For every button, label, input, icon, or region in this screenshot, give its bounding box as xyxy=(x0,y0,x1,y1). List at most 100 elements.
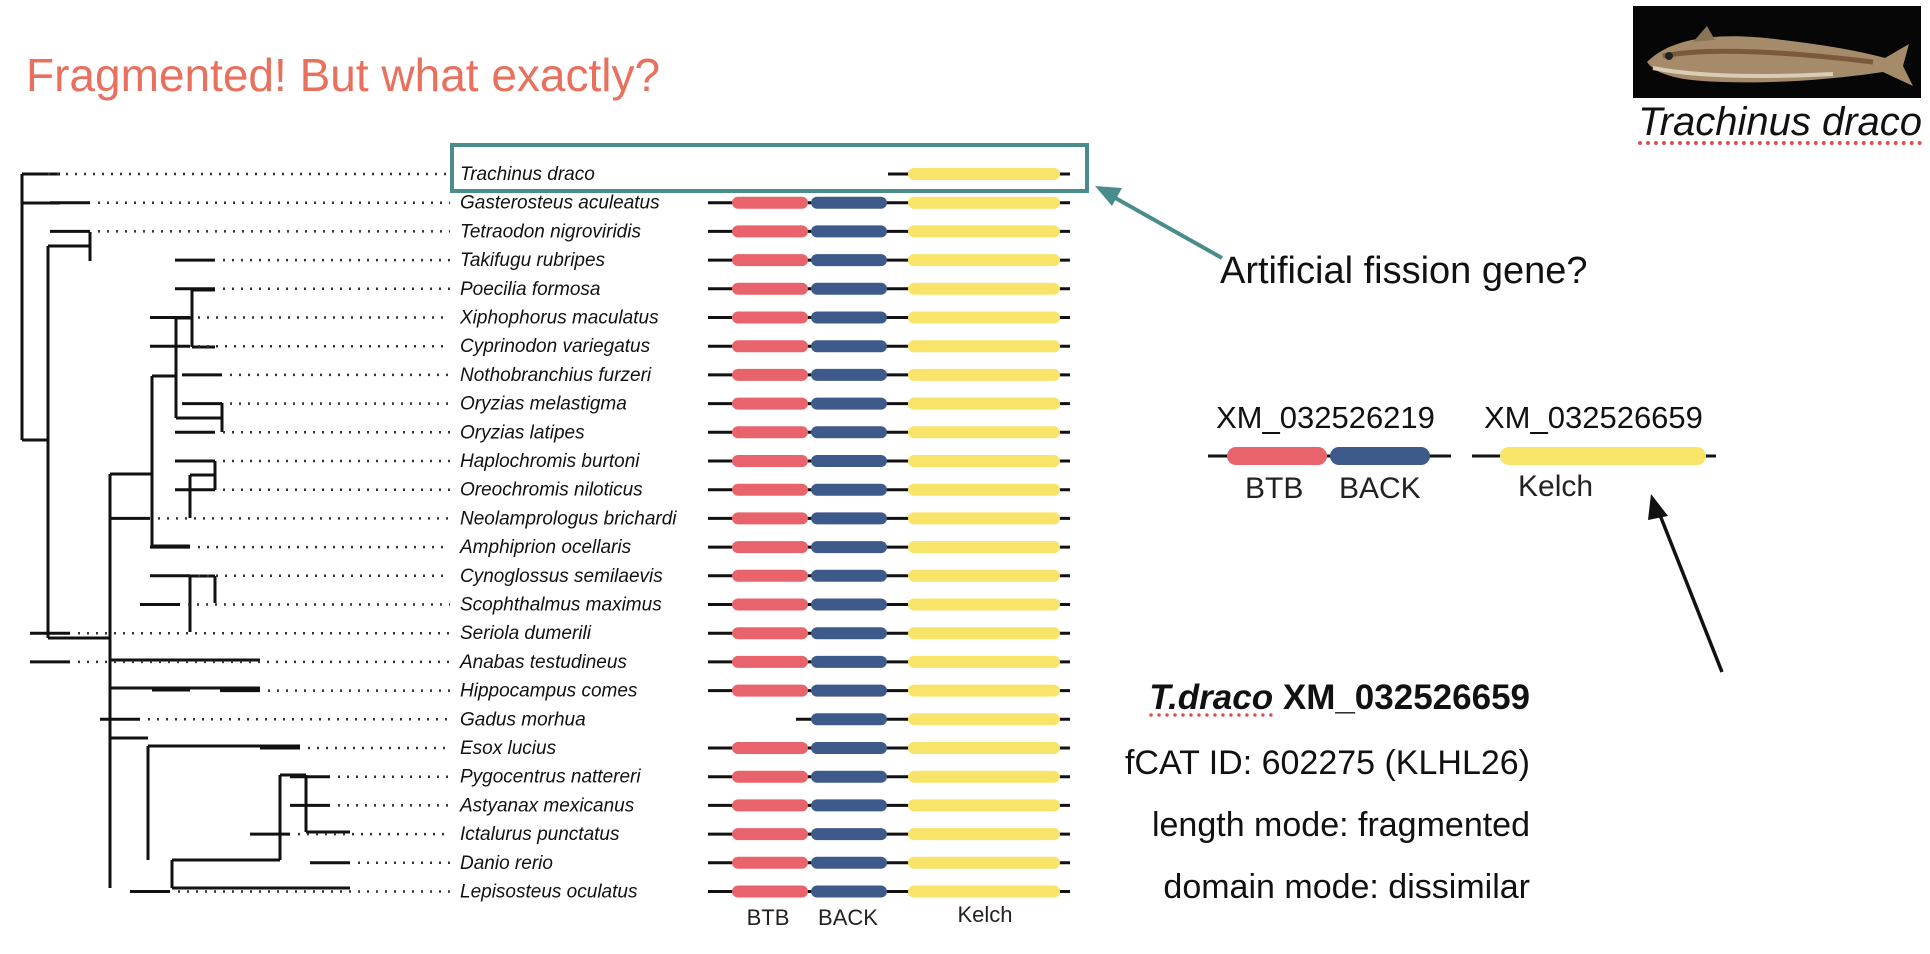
species-label: Gasterosteus aculeatus xyxy=(460,193,660,214)
kelch-domain xyxy=(908,455,1060,467)
back-domain xyxy=(811,426,887,439)
btb-domain xyxy=(732,254,808,267)
detail-arrow xyxy=(1648,494,1724,673)
back-domain xyxy=(811,397,887,410)
btb-domain xyxy=(732,397,808,410)
species-label: Trachinus draco xyxy=(460,164,595,185)
kelch-domain xyxy=(908,799,1060,812)
detail-domain-mode: domain mode: dissimilar xyxy=(1163,868,1530,906)
detail-species: T.draco xyxy=(1149,678,1274,717)
detail-accession: XM_032526659 xyxy=(1282,678,1530,717)
kelch-domain xyxy=(908,426,1060,439)
back-domain xyxy=(811,541,887,554)
back-domain xyxy=(811,713,887,726)
btb-domain xyxy=(732,655,808,668)
back-domain xyxy=(811,770,887,783)
detail-fcat-id: fCAT ID: 602275 (KLHL26) xyxy=(1124,744,1530,782)
back-domain xyxy=(811,512,887,525)
species-label: Oreochromis niloticus xyxy=(460,480,643,501)
back-domain xyxy=(811,368,887,381)
species-label: Scophthalmus maximus xyxy=(460,595,662,616)
slide-title: Fragmented! But what exactly? xyxy=(26,49,661,101)
species-labels: Trachinus draco Gasterosteus aculeatus Tet… xyxy=(459,164,677,903)
species-label: Lepisosteus oculatus xyxy=(460,882,638,903)
back-domain xyxy=(811,254,887,267)
fission-kelch-domain xyxy=(1500,447,1706,465)
btb-domain xyxy=(732,196,808,209)
btb-domain xyxy=(732,598,808,611)
back-domain xyxy=(811,282,887,295)
btb-domain xyxy=(732,368,808,381)
kelch-domain xyxy=(908,541,1060,554)
question-text: Artificial fission gene? xyxy=(1220,250,1588,292)
species-label: Gadus morhua xyxy=(460,709,586,730)
btb-domain xyxy=(732,512,808,525)
btb-domain xyxy=(732,828,808,841)
kelch-domain xyxy=(908,225,1060,238)
kelch-domain xyxy=(908,311,1060,324)
fish-photo-icon xyxy=(1633,6,1921,98)
btb-domain xyxy=(732,282,808,295)
btb-domain xyxy=(732,340,808,353)
fission-back-domain xyxy=(1330,447,1430,465)
species-label: Oryzias melastigma xyxy=(460,394,627,415)
axis-label-btb: BTB xyxy=(747,905,790,930)
back-domain xyxy=(811,885,887,898)
kelch-domain xyxy=(908,397,1060,410)
species-label: Nothobranchius furzeri xyxy=(460,365,652,386)
kelch-domain xyxy=(908,368,1060,381)
species-label: Seriola dumerili xyxy=(460,623,592,644)
axis-label-back: BACK xyxy=(818,905,878,930)
btb-domain xyxy=(732,799,808,812)
back-domain xyxy=(811,684,887,697)
accession-left: XM_032526219 xyxy=(1216,400,1435,435)
kelch-domain xyxy=(908,483,1060,496)
species-label: Anabas testudineus xyxy=(459,652,627,673)
kelch-domain xyxy=(908,340,1060,353)
species-label: Ictalurus punctatus xyxy=(460,824,620,845)
btb-domain xyxy=(732,684,808,697)
tree-branches xyxy=(20,172,350,893)
species-label: Poecilia formosa xyxy=(460,279,600,300)
accession-right: XM_032526659 xyxy=(1484,400,1703,435)
back-domain xyxy=(811,856,887,869)
highlight-box xyxy=(450,143,1089,193)
kelch-domain xyxy=(908,627,1060,640)
back-domain xyxy=(811,799,887,812)
kelch-domain xyxy=(908,828,1060,841)
species-label: Neolamprologus brichardi xyxy=(460,508,677,529)
species-label: Takifugu rubripes xyxy=(460,250,606,271)
fission-btb-domain xyxy=(1227,447,1327,465)
species-label: Amphiprion ocellaris xyxy=(459,537,632,558)
species-label: Cynoglossus semilaevis xyxy=(460,566,663,587)
fission-gene-diagram xyxy=(1208,447,1716,465)
detail-length-mode: length mode: fragmented xyxy=(1151,806,1530,844)
highlight-arrow xyxy=(1095,186,1223,260)
kelch-domain xyxy=(908,254,1060,267)
axis-label-kelch: Kelch xyxy=(957,902,1012,927)
btb-domain xyxy=(732,483,808,496)
fission-label-kelch: Kelch xyxy=(1518,470,1594,503)
detail-title: T.draco XM_032526659 xyxy=(1149,678,1530,718)
domain-bars xyxy=(708,168,1070,898)
kelch-domain xyxy=(908,742,1060,754)
kelch-domain xyxy=(908,598,1060,611)
kelch-domain xyxy=(908,770,1060,783)
species-label: Danio rerio xyxy=(460,853,553,874)
kelch-domain xyxy=(908,512,1060,525)
fission-label-btb: BTB xyxy=(1245,472,1304,505)
fission-label-back: BACK xyxy=(1339,472,1421,505)
species-label: Esox lucius xyxy=(460,738,557,759)
kelch-domain xyxy=(908,168,1060,180)
back-domain xyxy=(811,455,887,467)
btb-domain xyxy=(732,455,808,467)
kelch-domain xyxy=(908,655,1060,668)
btb-domain xyxy=(732,426,808,439)
back-domain xyxy=(811,569,887,582)
species-label: Tetraodon nigroviridis xyxy=(460,221,641,242)
kelch-domain xyxy=(908,856,1060,869)
kelch-domain xyxy=(908,885,1060,898)
back-domain xyxy=(811,742,887,754)
back-domain xyxy=(811,196,887,209)
